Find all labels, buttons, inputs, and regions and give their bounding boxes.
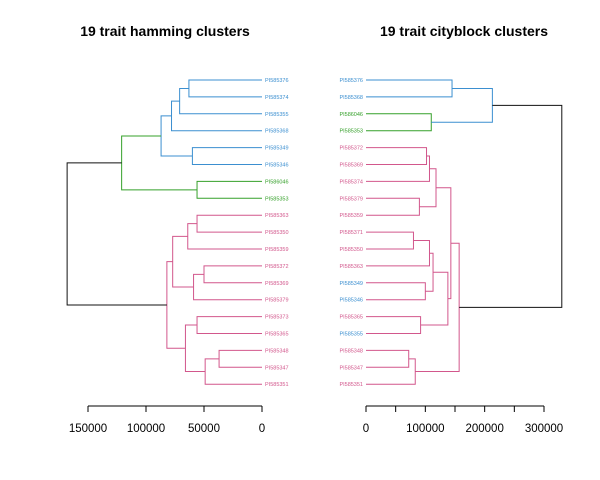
cityblock-leaf-label-3: PI585353: [339, 129, 363, 135]
hamming-dendrogram-panel: 19 trait hamming clusters PI585376PI5853…: [66, 23, 289, 435]
cityblock-merge-6: [419, 168, 437, 208]
cityblock-merge-9: [366, 282, 426, 301]
hamming-merge-11: [172, 235, 194, 288]
hamming-merge-6: [121, 135, 198, 191]
cityblock-merge-7: [366, 231, 414, 250]
hamming-leaf-label-13: PI585379: [265, 298, 289, 304]
hamming-axis-tick-label-0: 150000: [69, 423, 107, 435]
hamming-merge-12: [196, 316, 262, 334]
cityblock-leaf-label-8: PI585359: [339, 213, 363, 219]
hamming-axis-tick-label-2: 50000: [188, 423, 220, 435]
cityblock-dendrogram-panel: 19 trait cityblock clusters PI585376PI58…: [339, 23, 563, 435]
hamming-merge-1: [179, 87, 262, 115]
cityblock-merge-3: [366, 147, 428, 165]
hamming-merge-7: [196, 214, 262, 233]
cityblock-leaf-label-13: PI585346: [339, 298, 363, 304]
hamming-leaf-label-3: PI585368: [265, 129, 289, 135]
cityblock-leaf-label-2: PI586046: [339, 112, 363, 118]
cityblock-merge-4: [366, 155, 430, 182]
cityblock-merge-16: [415, 242, 460, 373]
cityblock-merge-2: [431, 87, 493, 123]
hamming-merge-0: [188, 79, 262, 98]
hamming-leaf-label-5: PI585346: [265, 163, 289, 169]
hamming-merge-13: [218, 349, 262, 368]
cityblock-merge-15: [366, 358, 416, 385]
cityblock-axis-tick-label-2: 100000: [406, 423, 444, 435]
cityblock-leaf-label-6: PI585374: [339, 179, 363, 185]
hamming-leaf-label-14: PI585373: [265, 315, 289, 321]
hamming-merge-17: [66, 162, 167, 306]
hamming-merge-16: [166, 261, 186, 349]
hamming-leaf-label-12: PI585369: [265, 281, 289, 287]
hamming-merge-5: [196, 180, 262, 199]
cityblock-merge-13: [436, 187, 452, 300]
hamming-leaf-labels: PI585376 PI585374 PI585355 PI585368 PI585349…: [265, 78, 289, 388]
hamming-merge-2: [171, 100, 262, 132]
hamming-merge-3: [191, 147, 262, 165]
cityblock-leaf-label-5: PI585369: [339, 163, 363, 169]
hamming-merge-8: [187, 223, 262, 250]
hamming-merge-4: [160, 115, 193, 157]
hamming-leaf-label-9: PI585350: [265, 230, 289, 236]
hamming-axis: 150000 100000 50000 0: [69, 405, 265, 435]
cityblock-leaf-label-9: PI585371: [339, 230, 363, 236]
cityblock-merge-5: [366, 197, 420, 216]
cityblock-leaf-label-10: PI585350: [339, 247, 363, 253]
hamming-merge-14: [204, 358, 262, 385]
cityblock-leaf-label-7: PI585379: [339, 196, 363, 202]
cityblock-leaf-label-11: PI585363: [339, 264, 363, 270]
cityblock-merge-0: [366, 79, 453, 98]
cityblock-leaf-label-15: PI585355: [339, 332, 363, 338]
hamming-leaf-label-15: PI585365: [265, 332, 289, 338]
hamming-leaf-label-17: PI585347: [265, 365, 289, 371]
cityblock-leaf-label-18: PI585351: [339, 382, 363, 388]
cityblock-axis: 0 100000 200000 300000: [363, 405, 563, 435]
hamming-leaf-label-1: PI585374: [265, 95, 289, 101]
cityblock-merge-1: [366, 113, 432, 132]
hamming-leaf-label-4: PI585349: [265, 146, 289, 152]
hamming-leaf-label-10: PI585359: [265, 247, 289, 253]
hamming-title: 19 trait hamming clusters: [80, 23, 250, 39]
cityblock-merge-17: [459, 104, 563, 308]
cityblock-title: 19 trait cityblock clusters: [380, 23, 548, 39]
cityblock-leaf-label-4: PI585372: [339, 146, 363, 152]
hamming-leaf-label-7: PI585353: [265, 196, 289, 202]
hamming-axis-tick-label-3: 0: [259, 423, 265, 435]
cityblock-links: [366, 79, 563, 385]
hamming-leaf-label-2: PI585355: [265, 112, 289, 118]
cityblock-merge-11: [366, 316, 422, 334]
cityblock-merge-12: [420, 271, 449, 326]
cityblock-leaf-label-17: PI585347: [339, 365, 363, 371]
hamming-axis-tick-label-1: 100000: [127, 423, 165, 435]
hamming-leaf-label-8: PI585363: [265, 213, 289, 219]
hamming-leaf-label-6: PI586046: [265, 179, 289, 185]
cityblock-leaf-labels: PI585376 PI585368 PI586046 PI585353 PI585372…: [339, 78, 363, 388]
hamming-leaf-label-11: PI585372: [265, 264, 289, 270]
cityblock-leaf-label-0: PI585376: [339, 78, 363, 84]
cityblock-merge-14: [366, 349, 410, 368]
hamming-merge-9: [203, 265, 262, 284]
cityblock-axis-tick-label-0: 0: [363, 423, 369, 435]
cityblock-axis-tick-label-4: 200000: [465, 423, 503, 435]
cityblock-axis-tick-label-6: 300000: [525, 423, 563, 435]
cityblock-merge-8: [366, 240, 430, 267]
hamming-links: [66, 79, 262, 385]
hamming-leaf-label-16: PI585348: [265, 348, 289, 354]
hamming-leaf-label-18: PI585351: [265, 382, 289, 388]
cityblock-leaf-label-12: PI585349: [339, 281, 363, 287]
hamming-merge-15: [184, 324, 206, 373]
cityblock-leaf-label-14: PI585365: [339, 315, 363, 321]
hamming-leaf-label-0: PI585376: [265, 78, 289, 84]
cityblock-leaf-label-1: PI585368: [339, 95, 363, 101]
cityblock-leaf-label-16: PI585348: [339, 348, 363, 354]
